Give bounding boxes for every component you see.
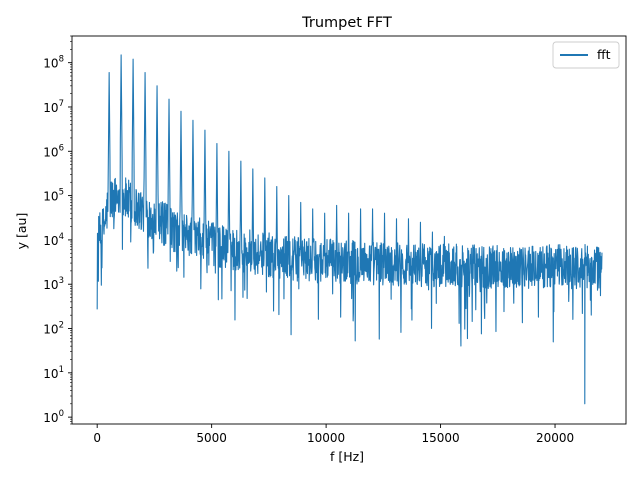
series-line-fft [96, 54, 603, 405]
y-tick-label: 106 [43, 143, 64, 159]
chart-title: Trumpet FFT [301, 15, 392, 31]
y-axis-minor-ticks [70, 35, 72, 425]
y-axis-label: y [au] [14, 213, 29, 250]
y-tick-label: 101 [43, 365, 64, 381]
x-axis-label: f [Hz] [330, 449, 364, 464]
legend-entry-fft: fft [597, 47, 611, 62]
y-tick-label: 100 [43, 409, 64, 425]
y-axis-ticks: 100 101 102 103 104 105 106 107 108 [43, 55, 72, 425]
y-tick-label: 105 [43, 188, 64, 204]
plot-frame [71, 35, 627, 425]
legend: fft [552, 41, 620, 69]
y-tick-label: 108 [43, 55, 64, 71]
series-fft [96, 54, 603, 405]
y-tick-label: 104 [43, 232, 64, 248]
x-tick-label: 15000 [421, 431, 459, 445]
x-tick-label: 5000 [196, 431, 227, 445]
x-tick-label: 10000 [307, 431, 345, 445]
y-tick-label: 107 [43, 99, 64, 115]
x-tick-label: 20000 [536, 431, 574, 445]
y-tick-label: 102 [43, 321, 64, 337]
y-tick-label: 103 [43, 276, 64, 292]
x-tick-label: 0 [93, 431, 101, 445]
x-axis-ticks: 0 5000 10000 15000 20000 [93, 424, 574, 445]
